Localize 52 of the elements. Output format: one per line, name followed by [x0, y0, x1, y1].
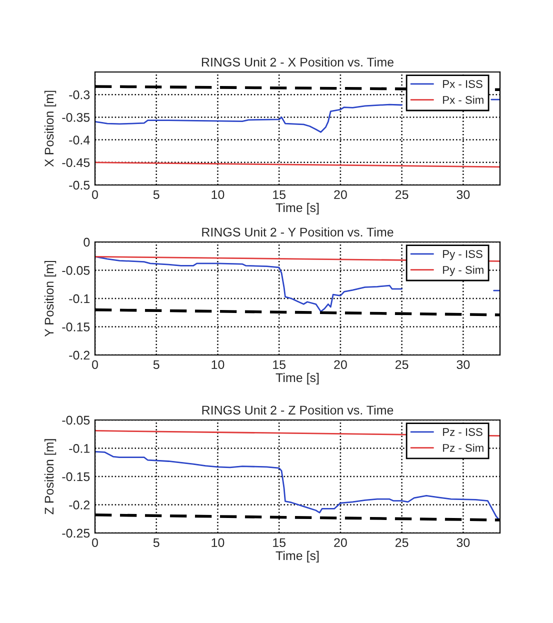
y-tick-label: -0.2: [69, 350, 90, 360]
y-tick-label: 0: [84, 238, 90, 247]
chart-title: RINGS Unit 2 - Z Position vs. Time: [202, 405, 394, 415]
chart-title: RINGS Unit 2 - Y Position vs. Time: [202, 227, 394, 237]
x-tick-label: 20: [334, 190, 347, 200]
y-tick-label: -0.15: [62, 322, 90, 332]
y-tick-label: -0.4: [69, 136, 90, 144]
x-tick-label: 5: [153, 360, 160, 370]
y-tick-label: -0.05: [62, 266, 90, 275]
legend-label: Py - ISS: [443, 250, 482, 260]
x-tick-label: 25: [395, 360, 408, 370]
x-tick-label: 20: [334, 360, 347, 370]
y-tick-label: -0.5: [69, 180, 90, 190]
y-tick-label: -0.25: [62, 528, 90, 538]
x-tick-label: 0: [92, 538, 98, 548]
x-tick-label: 15: [273, 538, 286, 548]
y-axis-title: Y Position [m]: [44, 260, 56, 337]
legend-label: Py - Sim: [443, 266, 484, 276]
x-axis-title: Time [s]: [276, 550, 319, 563]
x-tick-label: 10: [212, 190, 224, 200]
x-tick-label: 20: [334, 538, 347, 548]
y-axis-title: Z Position [m]: [44, 439, 56, 514]
x-tick-label: 10: [212, 360, 224, 370]
legend-label: Px - ISS: [443, 80, 482, 88]
legend-label: Pz - ISS: [443, 428, 482, 436]
x-tick-label: 0: [92, 190, 98, 200]
y-axis-title: X Position [m]: [44, 90, 56, 167]
y-tick-label: -0.3: [69, 90, 90, 100]
legend-label: Px - Sim: [443, 96, 484, 104]
x-tick-label: 5: [153, 538, 160, 548]
x-tick-label: 10: [212, 538, 224, 548]
x-tick-label: 25: [395, 190, 408, 200]
x-tick-label: 15: [273, 190, 286, 200]
y-tick-label: -0.35: [62, 113, 90, 122]
x-axis-title: Time [s]: [276, 202, 319, 215]
x-axis-title: Time [s]: [276, 372, 319, 385]
y-tick-label: -0.15: [62, 472, 90, 482]
y-tick-label: -0.2: [69, 500, 90, 510]
y-tick-label: -0.45: [62, 158, 90, 168]
y-tick-label: -0.05: [62, 416, 90, 425]
chart-title: RINGS Unit 2 - X Position vs. Time: [202, 57, 394, 67]
x-tick-label: 30: [456, 538, 470, 548]
x-tick-label: 25: [395, 538, 408, 548]
y-tick-label: -0.1: [69, 444, 90, 453]
y-tick-label: -0.1: [69, 294, 90, 304]
legend-label: Pz - Sim: [443, 444, 484, 452]
x-tick-label: 0: [92, 360, 98, 370]
line-series: [95, 450, 500, 522]
x-tick-label: 30: [456, 360, 470, 370]
x-tick-label: 5: [153, 190, 160, 200]
x-tick-label: 15: [273, 360, 286, 370]
x-tick-label: 30: [456, 190, 470, 200]
